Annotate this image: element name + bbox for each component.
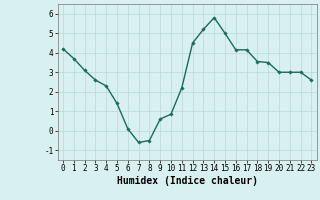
X-axis label: Humidex (Indice chaleur): Humidex (Indice chaleur) (117, 176, 258, 186)
